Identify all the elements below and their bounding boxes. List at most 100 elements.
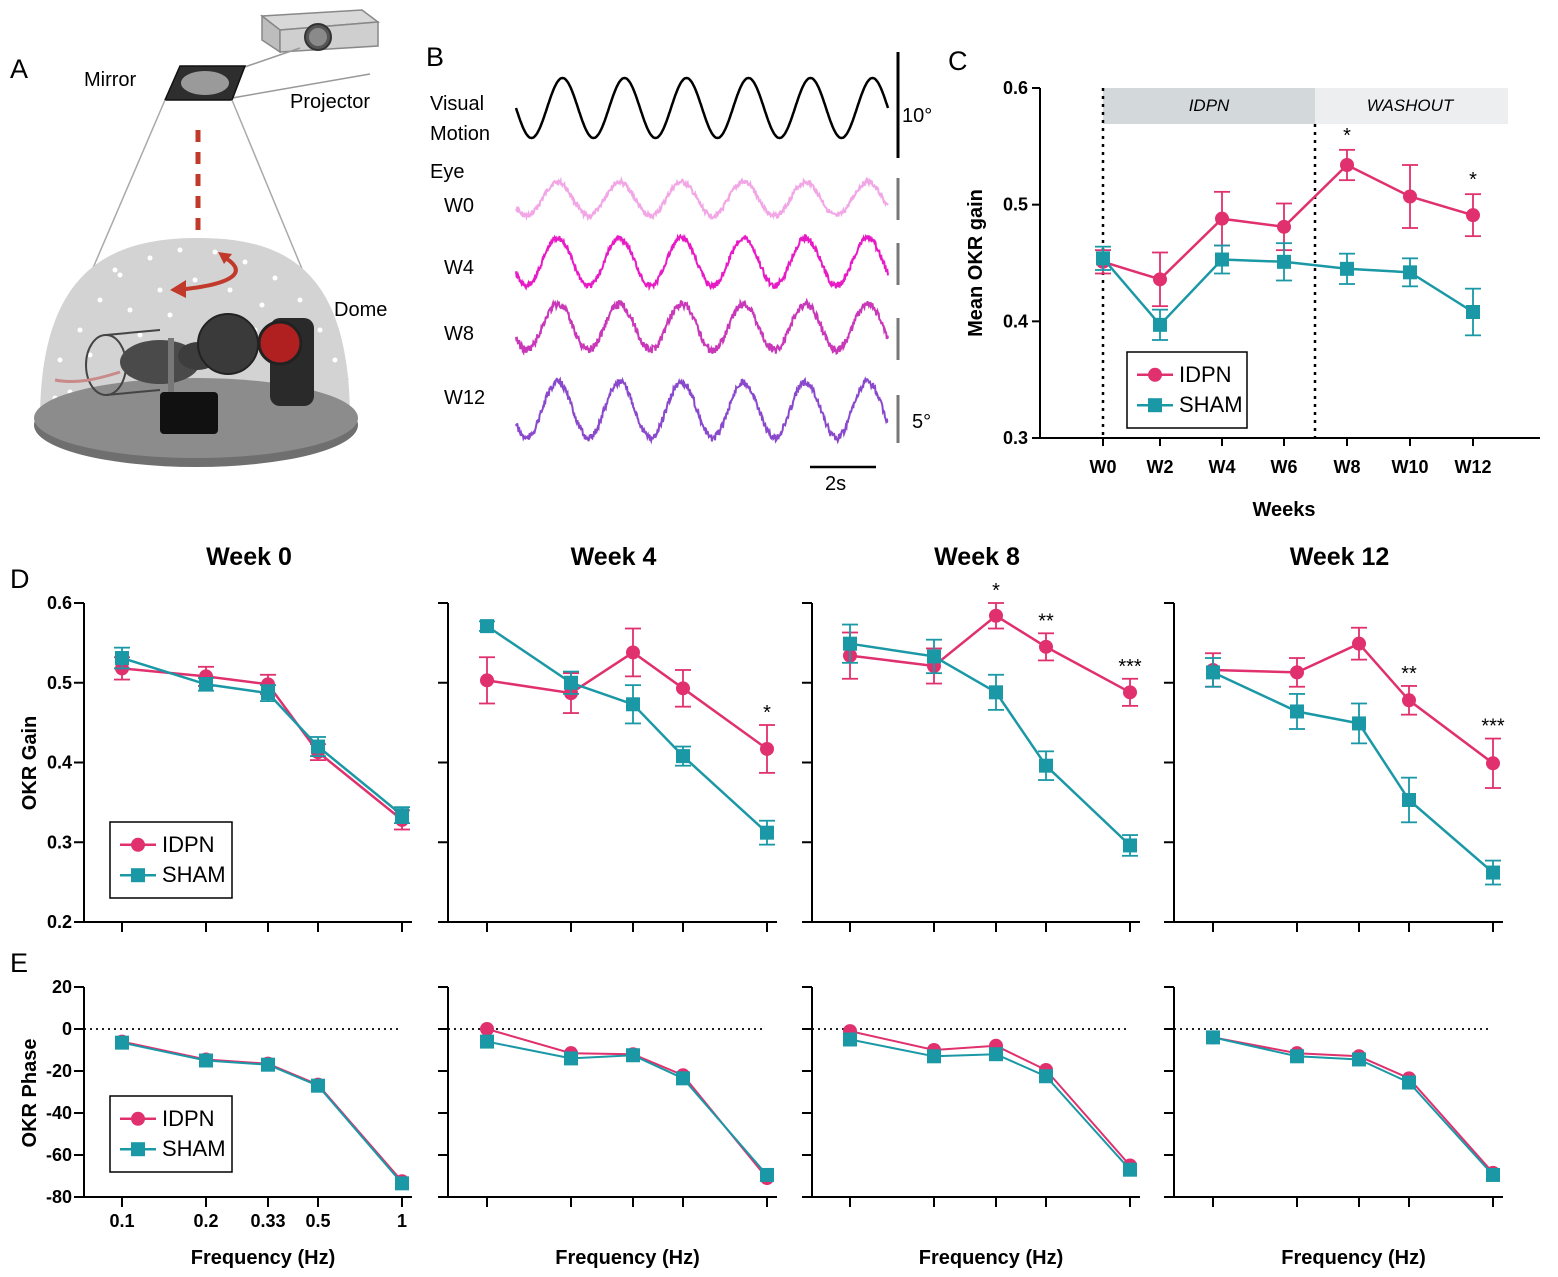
data-point-idpn <box>1039 639 1053 654</box>
data-point-idpn <box>760 741 774 756</box>
legend-label-sham: SHAM <box>1179 392 1243 417</box>
significance-marker: *** <box>1118 656 1142 678</box>
data-point-sham <box>311 1078 325 1093</box>
data-point-idpn <box>1352 636 1366 651</box>
data-point-sham <box>1123 838 1137 853</box>
data-point-sham <box>989 1047 1003 1062</box>
band-label-washout: WASHOUT <box>1367 96 1455 115</box>
data-point-sham <box>261 1057 275 1072</box>
data-point-idpn <box>1466 208 1480 223</box>
data-point-sham <box>1486 865 1500 880</box>
panel-letter-b: B <box>426 42 444 72</box>
y-tick-label: -80 <box>46 1187 72 1207</box>
legend-label-idpn: IDPN <box>1179 362 1232 387</box>
panel-letter-e: E <box>10 948 28 978</box>
data-point-sham <box>395 1176 409 1191</box>
trace-label-w0: W0 <box>444 195 474 217</box>
projector-label: Projector <box>290 91 370 113</box>
significance-marker: *** <box>1481 716 1505 738</box>
data-point-sham <box>115 1035 129 1050</box>
x-tick-label: W8 <box>1334 457 1361 477</box>
y-axis-label: OKR Phase <box>19 1039 41 1148</box>
eye-trace-w8 <box>515 297 889 356</box>
x-axis-label: Frequency (Hz) <box>191 1247 335 1269</box>
visual-motion-label-line1: Visual <box>430 93 484 115</box>
panel-letter-a: A <box>10 54 28 84</box>
y-tick-label: 0.4 <box>47 753 72 773</box>
y-tick-label: 0.5 <box>1003 195 1028 215</box>
data-point-sham <box>927 1049 941 1064</box>
y-tick-label: 0.6 <box>47 593 72 613</box>
data-point-idpn <box>1340 158 1354 172</box>
legend-box <box>109 1095 233 1173</box>
panel-title: Week 0 <box>206 543 292 571</box>
data-point-sham <box>843 1032 857 1047</box>
chart-d-week4-gain: * Week 4 <box>438 543 777 932</box>
x-tick-label: 1 <box>397 1211 407 1231</box>
y-tick-label: 0.3 <box>47 832 72 852</box>
chart-d-week8-gain: ******Week 8 <box>802 543 1142 932</box>
y-axis-label: OKR Gain <box>19 716 41 810</box>
panel-letter-c: C <box>948 46 968 76</box>
significance-marker: * <box>992 580 1000 602</box>
data-point-sham <box>1340 261 1354 276</box>
x-tick-label: 0.2 <box>193 1211 218 1231</box>
data-point-sham <box>1290 704 1304 719</box>
mirror-label: Mirror <box>84 69 137 91</box>
x-axis-label: Weeks <box>1252 499 1315 521</box>
x-tick-label: 0.5 <box>305 1211 330 1231</box>
panel-b-traces: Visual Motion Eye W0 W4 W8 W12 10° 5° 2s <box>430 52 932 495</box>
significance-marker: * <box>1469 169 1477 191</box>
band-washout <box>1315 88 1508 124</box>
legend-marker-idpn <box>131 837 145 852</box>
data-point-idpn <box>1277 219 1291 234</box>
projector-icon <box>231 9 381 99</box>
panel-title: Week 8 <box>934 543 1020 571</box>
data-point-sham <box>261 686 275 701</box>
data-point-sham <box>480 1034 494 1049</box>
scale-label-time: 2s <box>825 473 846 495</box>
trace-label-w4: W4 <box>444 257 474 279</box>
data-point-sham <box>760 1167 774 1182</box>
y-tick-label: 20 <box>52 977 72 997</box>
panel-letter-d: D <box>10 564 30 594</box>
data-point-sham <box>1206 1030 1220 1045</box>
data-point-sham <box>115 651 129 666</box>
data-point-idpn <box>626 645 640 660</box>
data-point-idpn <box>480 1022 494 1036</box>
data-point-sham <box>843 636 857 651</box>
x-tick-label: W6 <box>1271 457 1298 477</box>
chart-d-week12-gain: *****Week 12 <box>1164 543 1505 932</box>
legend-marker-idpn <box>1148 367 1162 382</box>
legend-box <box>109 821 233 899</box>
chart-e-week8-phase: Frequency (Hz) <box>802 986 1140 1269</box>
data-point-sham <box>1153 317 1167 332</box>
data-point-sham <box>1403 265 1417 280</box>
data-point-sham <box>760 825 774 840</box>
data-point-sham <box>1402 1075 1416 1090</box>
data-point-idpn <box>1215 211 1229 226</box>
legend-marker-sham <box>131 1142 145 1157</box>
data-point-sham <box>1290 1049 1304 1064</box>
x-tick-label: W2 <box>1147 457 1174 477</box>
data-point-sham <box>1215 252 1229 267</box>
significance-marker: ** <box>1038 610 1054 632</box>
legend-label-idpn: IDPN <box>162 832 215 857</box>
data-point-sham <box>676 749 690 764</box>
data-point-sham <box>1466 305 1480 319</box>
y-tick-label: 0.3 <box>1003 428 1028 448</box>
x-axis-label: Frequency (Hz) <box>555 1247 699 1269</box>
data-point-sham <box>676 1071 690 1086</box>
x-tick-label: W4 <box>1209 457 1236 477</box>
chart-d-week0-gain: 0.2 0.3 0.4 0.5 0.6 Week 0 OKR Gain IDPN SHAM <box>19 543 412 932</box>
chart-e-week12-phase: Frequency (Hz) <box>1164 986 1503 1269</box>
series-line-idpn <box>849 614 1131 694</box>
eye-trace-w4 <box>515 233 889 292</box>
y-axis-label: Mean OKR gain <box>965 189 987 337</box>
legend-marker-idpn <box>131 1111 145 1126</box>
trace-label-w8: W8 <box>444 323 474 345</box>
y-tick-label: 0.2 <box>47 912 72 932</box>
data-point-idpn <box>1402 693 1416 708</box>
panel-title: Week 4 <box>571 543 657 571</box>
